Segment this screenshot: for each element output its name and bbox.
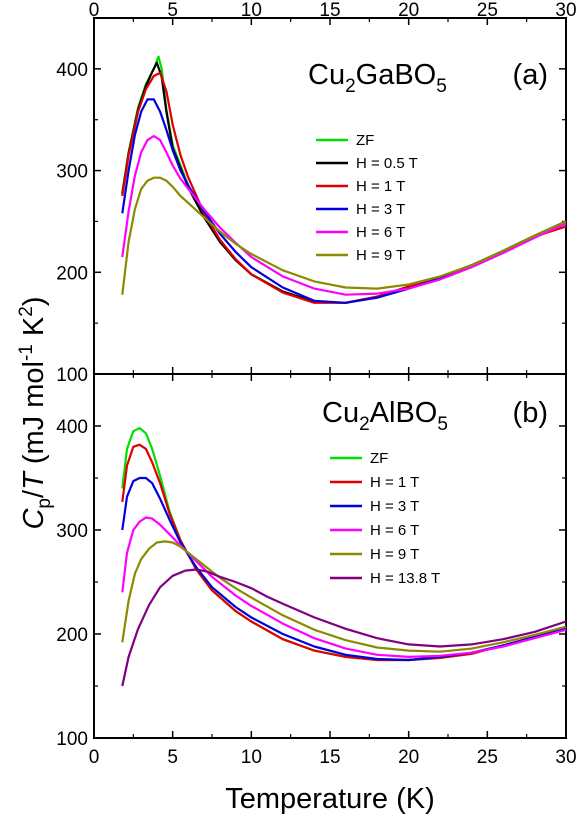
panel-a: 100 200 300 400 0 5 10 15 20 25 30 Cu2GaBO5 (a) ZF H =… [56,0,576,386]
panel-b: 100 200 300 400 0 5 10 15 20 25 30 Cu2AlBO5 (b) ZF H =… [56,373,577,768]
x-top-tick-label: 0 [89,0,100,21]
x-tick-label: 0 [89,747,100,768]
y-tick-label: 100 [56,365,88,386]
x-top-tick-label: 30 [555,0,576,21]
x-tick-label: 30 [555,747,576,768]
y-tick-label: 300 [56,521,88,542]
legend-label: H = 13.8 T [370,570,440,587]
legend-label: H = 9 T [356,247,405,264]
x-axis-title: Temperature (K) [225,783,435,815]
y-tick-label: 100 [56,729,88,750]
legend-label: H = 1 T [356,178,405,195]
x-tick-label: 20 [398,747,419,768]
x-top-tick-label: 15 [319,0,340,21]
x-tick-label: 15 [319,747,340,768]
legend-label: H = 1 T [370,474,419,491]
x-tick-label: 10 [241,747,262,768]
legend-label: H = 0.5 T [356,155,418,172]
x-tick-label: 25 [477,747,498,768]
panel-title: Cu2GaBO5 [308,59,447,97]
legend-label: ZF [356,132,374,149]
series-line [121,134,567,296]
y-tick-label: 200 [56,625,88,646]
legend-label: H = 3 T [370,498,419,515]
x-tick-label: 5 [167,747,178,768]
series-line [121,61,567,304]
legend-label: ZF [370,450,388,467]
x-top-tick-label: 10 [241,0,262,21]
series-line [121,516,567,659]
legend-label: H = 3 T [356,201,405,218]
x-top-tick-label: 5 [167,0,178,21]
series-line [121,540,567,653]
y-axis-title: Cp/T (mJ mol-1 K2) [16,296,55,529]
x-top-tick-label: 20 [398,0,419,21]
series-line [121,98,567,304]
legend-label: H = 6 T [356,224,405,241]
y-tick-label: 400 [56,60,88,81]
panel-title: Cu2AlBO5 [322,397,448,435]
legend-label: H = 9 T [370,546,419,563]
legend-label: H = 6 T [370,522,419,539]
series-line [121,568,567,687]
panel-tag: (a) [513,59,548,91]
series-line [121,427,567,662]
y-tick-label: 400 [56,417,88,438]
y-tick-label: 200 [56,263,88,284]
panel-tag: (b) [513,397,548,429]
series-line [121,176,567,295]
y-tick-label: 300 [56,162,88,183]
x-top-tick-label: 25 [477,0,498,21]
